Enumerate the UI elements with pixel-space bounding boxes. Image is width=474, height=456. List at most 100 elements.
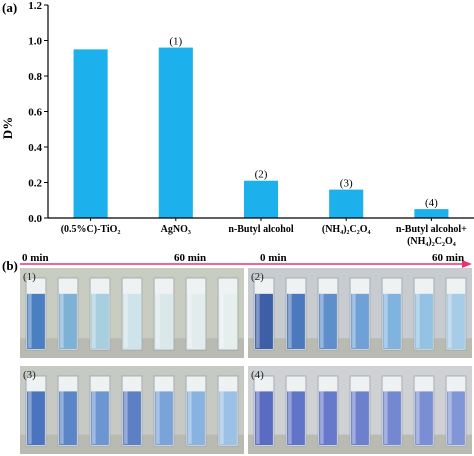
x-axis-categories: (0.5%C)-TiO₂ AgNO₃ n-Butyl alcohol (NH₄)₂C₂… bbox=[61, 218, 467, 247]
cuvette-highlight bbox=[352, 391, 356, 444]
cuvette-highlight bbox=[448, 293, 452, 348]
photo-panel-label: (3) bbox=[23, 369, 36, 381]
cuvette-solution bbox=[319, 391, 337, 445]
cuvette-solution bbox=[255, 293, 273, 349]
cuvette-highlight bbox=[320, 391, 324, 444]
cuvette-highlight bbox=[124, 293, 128, 348]
cuvette-solution bbox=[91, 293, 109, 349]
y-tick-label: 0.6 bbox=[28, 107, 42, 119]
cuvette-highlight bbox=[156, 391, 160, 444]
cuvette-solution bbox=[219, 293, 237, 349]
cuvette-highlight bbox=[28, 391, 32, 444]
arrow-end-label: 60 min bbox=[174, 252, 206, 264]
cuvette-solution bbox=[447, 293, 465, 349]
cuvette-solution bbox=[287, 293, 305, 349]
x-category-label: n-Butyl alcohol bbox=[228, 224, 294, 235]
bar-annotation: (3) bbox=[340, 178, 353, 190]
cuvette-highlight bbox=[288, 391, 292, 444]
bar bbox=[414, 209, 449, 218]
cuvette-highlight bbox=[256, 391, 260, 444]
y-tick-label: 0.0 bbox=[28, 213, 42, 225]
bar-chart: 0.0 0.2 0.4 0.6 0.8 1.0 1.2 (1) (2) (3) (4) (0.5%… bbox=[0, 0, 474, 247]
cuvette-highlight bbox=[92, 293, 96, 348]
bars bbox=[73, 47, 449, 218]
y-tick-label: 0.8 bbox=[28, 71, 42, 83]
cuvette-solution bbox=[123, 391, 141, 445]
cuvette-highlight bbox=[416, 293, 420, 348]
cuvette-highlight bbox=[384, 293, 388, 348]
cuvette-solution bbox=[351, 293, 369, 349]
cuvette-highlight bbox=[220, 293, 224, 348]
y-axis-ticks: 0.0 0.2 0.4 0.6 0.8 1.0 1.2 bbox=[28, 0, 48, 225]
cuvette-highlight bbox=[384, 391, 388, 444]
cuvette-solution bbox=[383, 293, 401, 349]
cuvette-highlight bbox=[288, 293, 292, 348]
cuvette-highlight bbox=[188, 391, 192, 444]
photo-panel-label: (1) bbox=[23, 271, 36, 283]
photo-panels: 0 min 60 min 0 min 60 min (1) (2) (3) (4) bbox=[20, 252, 472, 454]
cuvette-highlight bbox=[256, 293, 260, 348]
bar-annotation: (4) bbox=[425, 197, 438, 209]
y-tick-label: 1.2 bbox=[28, 0, 42, 12]
cuvette-solution bbox=[415, 391, 433, 445]
cuvette-solution bbox=[319, 293, 337, 349]
cuvette-solution bbox=[287, 391, 305, 445]
cuvette-highlight bbox=[416, 391, 420, 444]
x-category-label: (NH₄)₂C₂O₄ bbox=[322, 224, 371, 235]
bar bbox=[329, 189, 364, 218]
cuvette-solution bbox=[59, 391, 77, 445]
bar bbox=[243, 180, 279, 218]
bar bbox=[158, 47, 193, 218]
y-tick-label: 0.2 bbox=[28, 178, 42, 190]
x-category-label: n-Butyl alcohol+ bbox=[396, 224, 467, 235]
cuvette-solution bbox=[59, 293, 77, 349]
cuvette-highlight bbox=[124, 391, 128, 444]
cuvette-solution bbox=[219, 391, 237, 445]
cuvette-solution bbox=[27, 293, 45, 349]
photo-panel: (4) bbox=[248, 366, 472, 454]
cuvette-solution bbox=[123, 293, 141, 349]
time-arrow-head bbox=[462, 260, 472, 268]
cuvette-highlight bbox=[352, 293, 356, 348]
y-tick-label: 1.0 bbox=[28, 36, 42, 48]
x-category-label: AgNO₃ bbox=[161, 224, 191, 235]
y-axis-label: D% bbox=[0, 117, 15, 139]
photo-panel-label: (4) bbox=[251, 369, 264, 381]
bar-annotation: (2) bbox=[255, 169, 268, 181]
cuvette-solution bbox=[91, 391, 109, 445]
arrow-end-label: 60 min bbox=[432, 252, 464, 264]
cuvette-solution bbox=[155, 293, 173, 349]
cuvette-solution bbox=[255, 391, 273, 445]
cuvette-highlight bbox=[92, 391, 96, 444]
cuvette-solution bbox=[155, 391, 173, 445]
cuvette-solution bbox=[415, 293, 433, 349]
cuvette-solution bbox=[27, 391, 45, 445]
cuvette-highlight bbox=[188, 293, 192, 348]
cuvette-highlight bbox=[448, 391, 452, 444]
cuvette-solution bbox=[187, 293, 205, 349]
panel-a-label: (a) bbox=[2, 0, 17, 15]
bar-annotations: (1) (2) (3) (4) bbox=[169, 36, 438, 210]
bar-annotation: (1) bbox=[169, 36, 182, 48]
y-tick-label: 0.4 bbox=[28, 142, 42, 154]
arrow-start-label: 0 min bbox=[22, 252, 49, 264]
cuvette-highlight bbox=[28, 293, 32, 348]
cuvette-highlight bbox=[156, 293, 160, 348]
arrow-start-label: 0 min bbox=[260, 252, 287, 264]
cuvette-highlight bbox=[60, 391, 64, 444]
photo-panel: (2) bbox=[248, 268, 472, 358]
photo-panel: (3) bbox=[20, 366, 244, 454]
panel-b-label: (b) bbox=[2, 258, 18, 273]
x-category-label: (NH₄)₂C₂O₄ bbox=[407, 236, 456, 247]
photo-panel-label: (2) bbox=[251, 271, 264, 283]
cuvette-highlight bbox=[60, 293, 64, 348]
photo-panel: (1) bbox=[20, 268, 244, 358]
cuvette-solution bbox=[187, 391, 205, 445]
cuvette-solution bbox=[447, 391, 465, 445]
x-category-label: (0.5%C)-TiO₂ bbox=[61, 224, 121, 235]
bar bbox=[73, 49, 108, 218]
cuvette-highlight bbox=[320, 293, 324, 348]
cuvette-solution bbox=[383, 391, 401, 445]
cuvette-solution bbox=[351, 391, 369, 445]
